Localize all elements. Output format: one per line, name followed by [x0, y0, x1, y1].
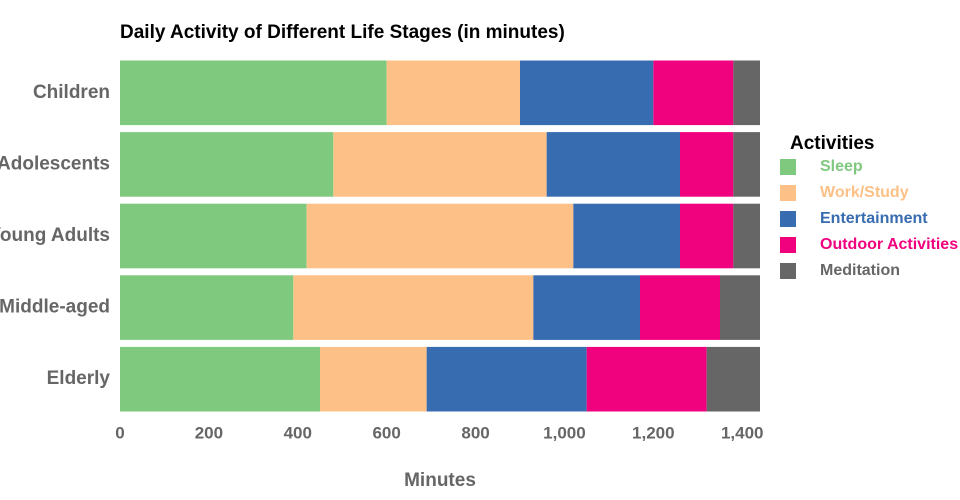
x-tick-label: 1,200 — [632, 423, 675, 442]
bar-segment — [733, 132, 760, 197]
legend-title: Activities — [790, 133, 874, 154]
bar-segment — [546, 132, 680, 197]
y-tick-label: Adolescents — [0, 153, 110, 174]
bar-segment — [520, 60, 654, 126]
legend-swatch — [780, 263, 796, 279]
x-axis-label: Minutes — [404, 470, 476, 491]
bar-segment — [640, 275, 720, 340]
legend-swatch — [780, 185, 796, 201]
bar-segment — [120, 60, 387, 126]
y-tick-label: Children — [33, 82, 110, 103]
y-tick-label: Elderly — [47, 368, 111, 389]
x-tick-label: 800 — [461, 423, 489, 442]
x-tick-label: 0 — [115, 423, 124, 442]
bar-segment — [653, 60, 734, 126]
legend-swatch — [780, 211, 796, 227]
y-tick-label: Middle-aged — [0, 297, 110, 318]
x-tick-label: 600 — [372, 423, 400, 442]
bar-segment — [120, 132, 334, 197]
bar-segment — [573, 203, 680, 269]
legend-label: Sleep — [820, 158, 863, 175]
legend-swatch — [780, 159, 796, 175]
bar-segment — [306, 203, 574, 269]
bar-segment — [120, 203, 307, 269]
legend-label: Entertainment — [820, 210, 928, 227]
bar-segment — [120, 346, 320, 412]
bar-segment — [333, 132, 547, 197]
bar-segment — [733, 60, 760, 126]
bar-segment — [120, 275, 294, 340]
bar-segment — [586, 346, 707, 412]
bar-segment — [680, 132, 734, 197]
chart-title: Daily Activity of Different Life Stages … — [120, 22, 565, 43]
bar-segment — [706, 346, 760, 412]
bar-segment — [386, 60, 520, 126]
x-tick-label: 400 — [284, 423, 312, 442]
bar-segment — [426, 346, 587, 412]
y-tick-label: Young Adults — [0, 225, 110, 246]
bar-segment — [293, 275, 534, 340]
x-tick-label: 200 — [195, 423, 223, 442]
bar-segment — [720, 275, 760, 340]
bar-segment — [680, 203, 734, 269]
bar-segment — [733, 203, 760, 269]
legend-label: Outdoor Activities — [820, 236, 958, 253]
legend-label: Meditation — [820, 262, 900, 279]
legend-swatch — [780, 237, 796, 253]
legend-label: Work/Study — [820, 184, 909, 201]
bar-segment — [533, 275, 640, 340]
x-tick-label: 1,000 — [543, 423, 586, 442]
bar-segment — [320, 346, 427, 412]
x-tick-label: 1,400 — [721, 423, 764, 442]
